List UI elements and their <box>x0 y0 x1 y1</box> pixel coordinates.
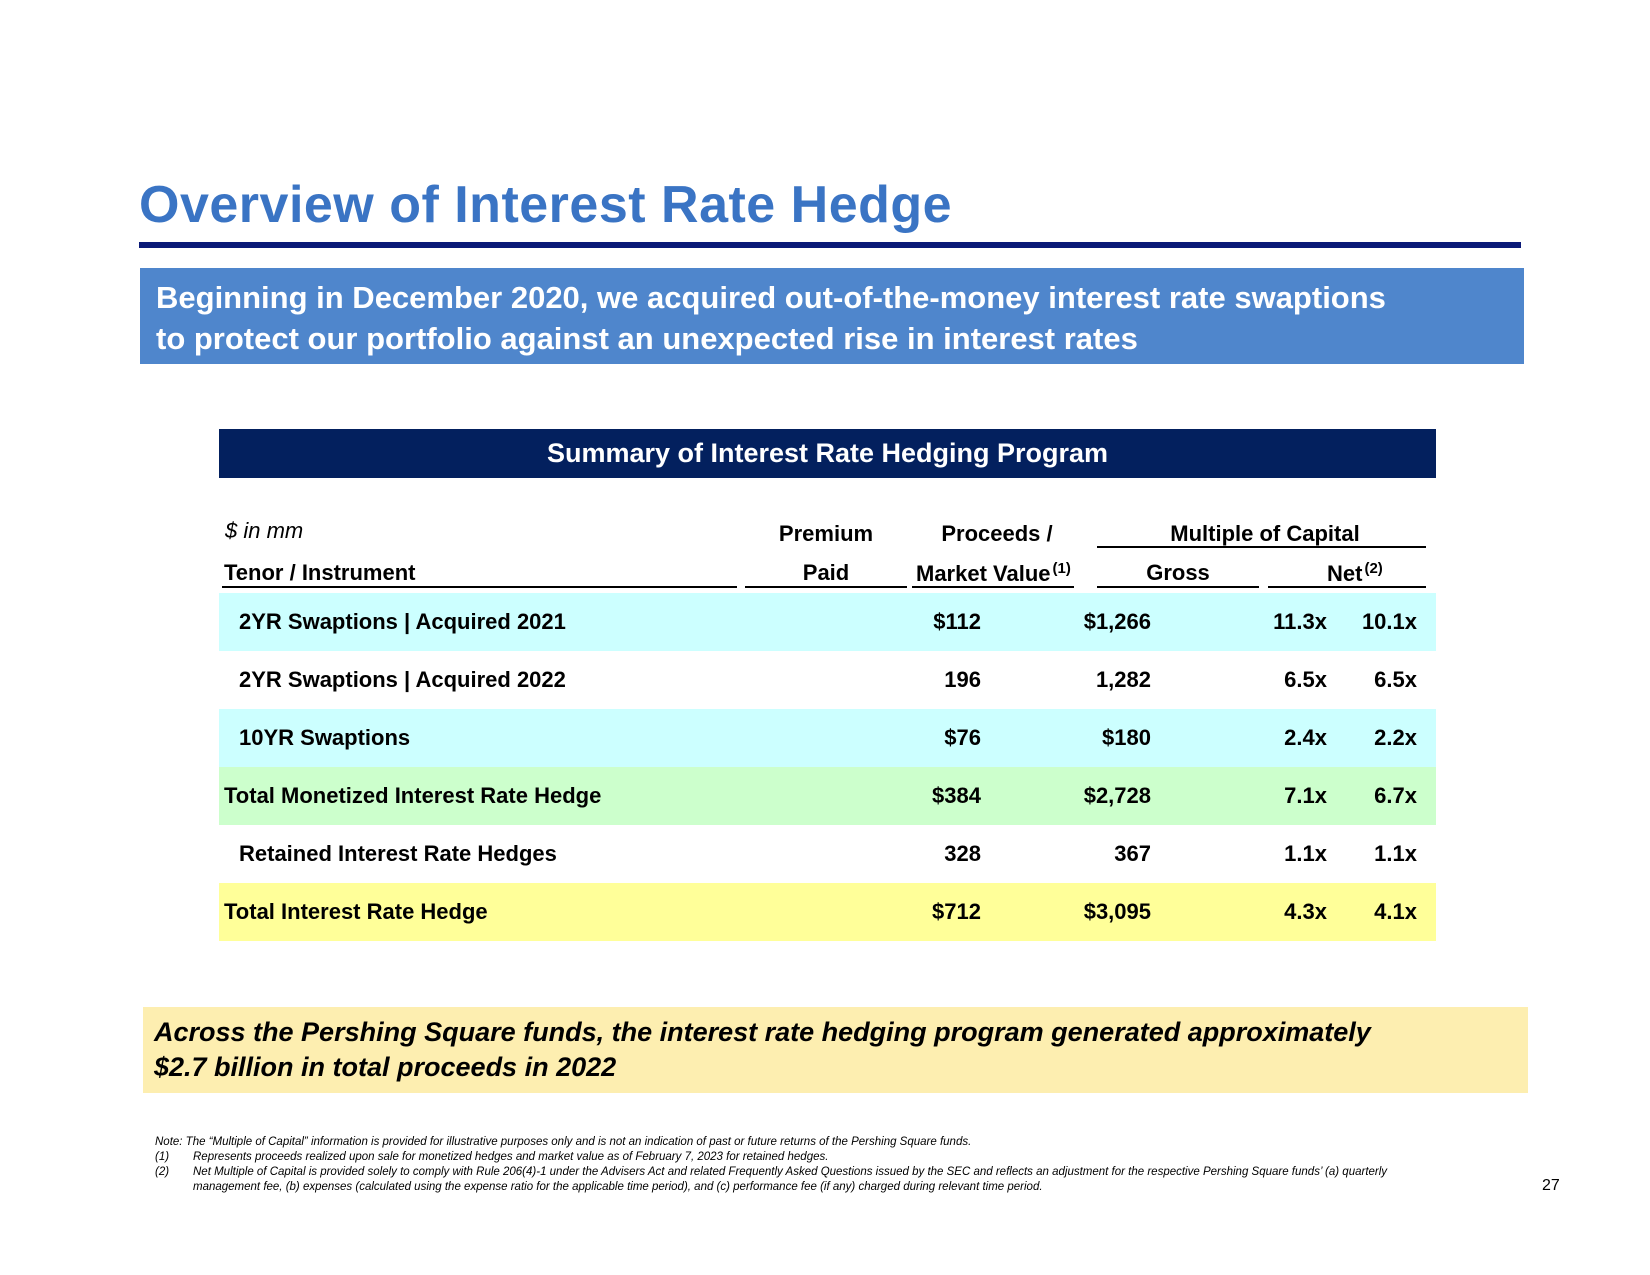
header-gross: Gross <box>1146 560 1210 585</box>
row-instrument: 10YR Swaptions <box>239 725 411 750</box>
row-premium: $76 <box>944 725 981 750</box>
row-proceeds: $2,728 <box>1083 783 1151 808</box>
row-gross: 4.3x <box>1284 899 1327 924</box>
row-net: 2.2x <box>1374 725 1417 750</box>
table-row: 10YR Swaptions $76 $180 2.4x 2.2x <box>219 709 1436 767</box>
header-proceeds-bottom: Market Value (1) <box>916 560 1071 586</box>
footnote-2-text: Net Multiple of Capital is provided sole… <box>193 1166 1388 1193</box>
footnote-note: Note: The “Multiple of Capital” informat… <box>155 1136 972 1148</box>
row-proceeds: $180 <box>1102 725 1151 750</box>
row-net: 6.5x <box>1374 667 1417 692</box>
row-proceeds: $1,266 <box>1083 609 1151 634</box>
table-row: 2YR Swaptions | Acquired 2022 196 1,282 … <box>219 651 1436 709</box>
header-underline-instrument <box>222 586 737 588</box>
row-instrument: Total Monetized Interest Rate Hedge <box>224 783 602 808</box>
row-gross: 6.5x <box>1284 667 1327 692</box>
header-net: Net (2) <box>1327 560 1383 586</box>
row-gross: 11.3x <box>1273 609 1327 634</box>
footnote-ref-2: (2) <box>1364 560 1383 577</box>
page-number: 27 <box>1542 1177 1560 1194</box>
row-proceeds: $3,095 <box>1083 899 1151 924</box>
header-instrument: Tenor / Instrument <box>224 560 416 585</box>
row-net: 1.1x <box>1374 841 1417 866</box>
row-net: 10.1x <box>1361 609 1417 634</box>
row-net: 6.7x <box>1374 783 1417 808</box>
footnote-2-mark: (2) <box>155 1166 170 1178</box>
callout-line-2: $2.7 billion in total proceeds in 2022 <box>154 1052 617 1082</box>
header-underline-multiple <box>1097 546 1426 548</box>
page-title: Overview of Interest Rate Hedge <box>139 176 953 234</box>
row-premium: $112 <box>933 609 981 634</box>
row-instrument: 2YR Swaptions | Acquired 2022 <box>239 667 566 692</box>
footnote-2: (2) Net Multiple of Capital is provided … <box>155 1165 1455 1195</box>
table-row: Retained Interest Rate Hedges 328 367 1.… <box>219 825 1436 883</box>
header-premium-top: Premium <box>778 521 874 546</box>
banner-line-1: Beginning in December 2020, we acquired … <box>156 280 1386 315</box>
row-gross: 1.1x <box>1284 841 1327 866</box>
footnote-1: (1) Represents proceeds realized upon sa… <box>155 1150 1455 1165</box>
row-premium: 328 <box>944 841 981 866</box>
units-label: $ in mm <box>225 518 304 543</box>
header-underline-net <box>1268 586 1426 588</box>
title-divider <box>139 242 1521 248</box>
row-instrument: 2YR Swaptions | Acquired 2021 <box>239 609 566 634</box>
row-premium: $384 <box>932 783 981 808</box>
row-net: 4.1x <box>1374 899 1417 924</box>
table-row: Total Interest Rate Hedge $712 $3,095 4.… <box>219 883 1436 941</box>
header-underline-premium <box>745 586 907 588</box>
row-instrument: Retained Interest Rate Hedges <box>239 841 557 866</box>
footnotes: Note: The “Multiple of Capital” informat… <box>155 1135 1455 1195</box>
callout-line-1: Across the Pershing Square funds, the in… <box>154 1017 1371 1047</box>
footnote-ref-1: (1) <box>1052 560 1071 577</box>
footnote-1-mark: (1) <box>155 1151 170 1163</box>
intro-banner: Beginning in December 2020, we acquired … <box>140 268 1524 364</box>
header-proceeds-top: Proceeds / <box>941 521 1053 546</box>
row-premium: 196 <box>944 667 981 692</box>
row-gross: 7.1x <box>1284 783 1327 808</box>
row-premium: $712 <box>932 899 981 924</box>
banner-line-2: to protect our portfolio against an unex… <box>156 321 1138 356</box>
table-row: 2YR Swaptions | Acquired 2021 $112 $1,26… <box>219 593 1436 651</box>
key-takeaway-callout: Across the Pershing Square funds, the in… <box>143 1007 1528 1093</box>
summary-table-title: Summary of Interest Rate Hedging Program <box>219 429 1436 478</box>
row-gross: 2.4x <box>1284 725 1327 750</box>
header-underline-gross <box>1097 586 1259 588</box>
row-proceeds: 1,282 <box>1095 667 1151 692</box>
header-underline-proceeds <box>912 586 1074 588</box>
row-instrument: Total Interest Rate Hedge <box>224 899 488 924</box>
header-premium-bottom: Paid <box>802 560 850 585</box>
footnote-1-text: Represents proceeds realized upon sale f… <box>193 1151 829 1163</box>
row-proceeds: 367 <box>1114 841 1151 866</box>
header-multiple-group: Multiple of Capital <box>1170 521 1360 546</box>
table-row: Total Monetized Interest Rate Hedge $384… <box>219 767 1436 825</box>
